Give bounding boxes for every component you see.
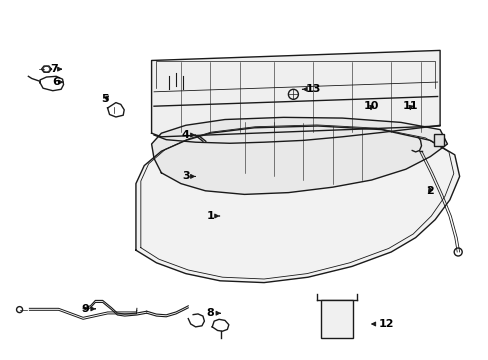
Text: 13: 13: [302, 84, 320, 94]
Text: 5: 5: [101, 94, 109, 104]
Polygon shape: [151, 117, 447, 194]
Polygon shape: [151, 50, 439, 137]
Polygon shape: [136, 126, 459, 283]
Text: 12: 12: [371, 319, 393, 329]
FancyBboxPatch shape: [321, 300, 353, 338]
Text: 3: 3: [182, 171, 195, 181]
Text: 4: 4: [182, 130, 195, 140]
Text: 11: 11: [402, 101, 418, 111]
Text: 1: 1: [206, 211, 219, 221]
Text: 6: 6: [52, 77, 63, 87]
Text: 2: 2: [426, 186, 433, 196]
Text: 10: 10: [363, 101, 379, 111]
Text: 8: 8: [206, 308, 220, 318]
Text: 9: 9: [81, 304, 95, 314]
FancyBboxPatch shape: [433, 134, 443, 147]
Text: 7: 7: [50, 64, 61, 74]
